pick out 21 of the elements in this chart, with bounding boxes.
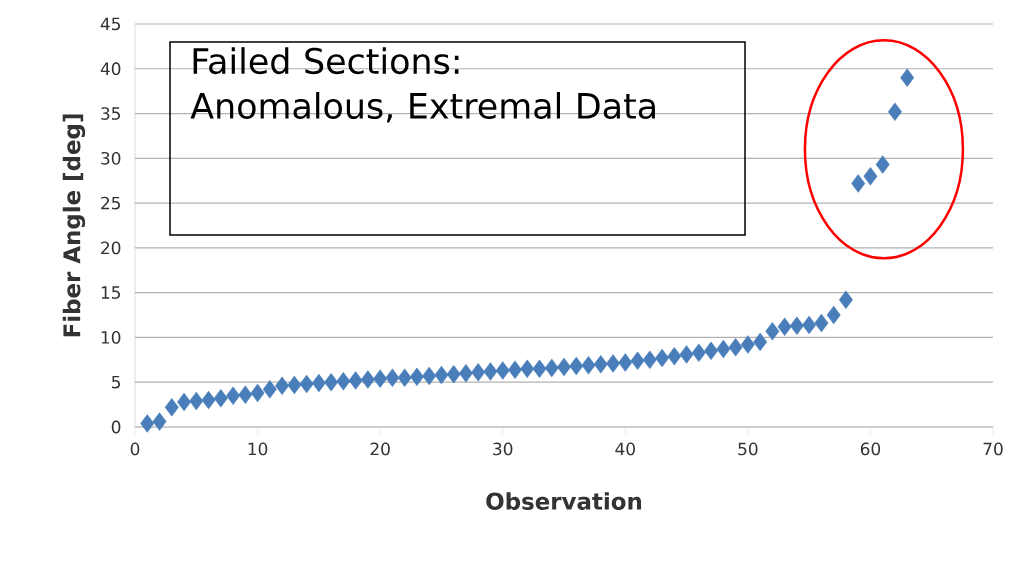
y-tick-label: 15 <box>101 286 121 299</box>
x-tick-label: 20 <box>370 442 390 456</box>
y-tick-label: 0 <box>111 420 121 434</box>
y-tick-label: 5 <box>112 375 121 389</box>
x-tick-label: 0 <box>130 442 140 456</box>
x-tick-label: 50 <box>738 442 758 456</box>
y-tick-label: 30 <box>101 151 121 165</box>
x-tick-label: 10 <box>248 442 268 456</box>
x-tick-label: 30 <box>493 442 513 456</box>
y-tick-label: 20 <box>101 241 121 255</box>
y-tick-label: 40 <box>100 62 121 76</box>
x-tick-label: 70 <box>983 442 1003 456</box>
x-tick-label: 60 <box>860 442 881 456</box>
y-tick-label: 45 <box>100 17 121 31</box>
y-tick-label: 35 <box>101 107 121 120</box>
annotation: Failed Sections: Anomalous, Extremal Data <box>190 47 655 123</box>
x-axis-title: Observation <box>486 492 642 510</box>
y-tick-label: 25 <box>101 196 121 210</box>
y-tick-label: 10 <box>101 331 121 344</box>
y-axis-title: Fiber Angle [deg] <box>62 114 86 337</box>
x-tick-label: 40 <box>615 442 635 456</box>
